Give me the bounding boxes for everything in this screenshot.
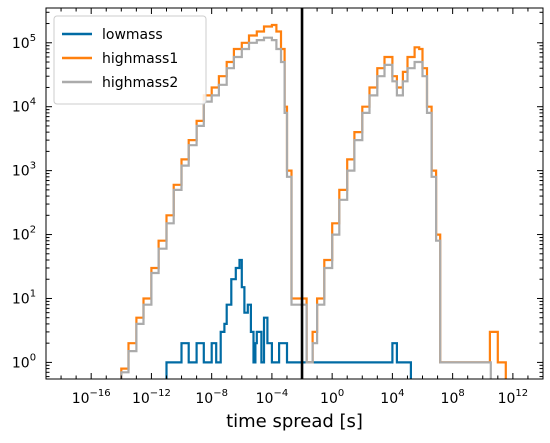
x-tick-base: 10: [380, 391, 398, 407]
y-tick-base: 10: [12, 228, 30, 244]
legend-label-highmass2: highmass2: [102, 75, 178, 91]
y-tick-base: 10: [12, 291, 30, 307]
x-tick-exponent: 12: [515, 388, 528, 399]
x-tick-exponent: 0: [338, 388, 344, 399]
x-tick-base: 10: [72, 391, 90, 407]
y-tick-exponent: 1: [30, 288, 36, 299]
y-tick-base: 10: [12, 164, 30, 180]
x-tick-label: 10−16: [72, 388, 111, 407]
x-tick-label: 100: [320, 388, 344, 407]
x-tick-base: 10: [195, 391, 213, 407]
y-tick-label: 104: [12, 97, 36, 116]
x-tick-base: 10: [256, 391, 274, 407]
series-highmass1: [120, 23, 507, 379]
x-tick-base: 10: [132, 391, 150, 407]
legend: lowmass highmass1 highmass2: [53, 15, 207, 105]
x-tick-label: 10−8: [195, 388, 228, 407]
axes-frame: [45, 7, 544, 380]
x-tick-exponent: −16: [90, 388, 111, 399]
legend-label-lowmass: lowmass: [102, 27, 163, 43]
legend-label-highmass1: highmass1: [102, 51, 178, 67]
x-tick-base: 10: [320, 391, 338, 407]
x-tick-label: 104: [380, 388, 404, 407]
x-tick-base: 10: [441, 391, 459, 407]
y-tick-exponent: 0: [30, 352, 36, 363]
y-tick-base: 10: [12, 36, 30, 52]
x-tick-exponent: 4: [398, 388, 404, 399]
y-tick-label: 103: [12, 161, 36, 180]
y-tick-base: 10: [12, 100, 30, 116]
y-tick-label: 101: [12, 288, 36, 307]
x-tick-exponent: 8: [458, 388, 464, 399]
y-tick-label: 105: [12, 33, 36, 52]
series-lowmass: [165, 258, 412, 379]
x-tick-exponent: −4: [273, 388, 288, 399]
y-tick-exponent: 2: [30, 225, 36, 236]
x-tick-exponent: −8: [213, 388, 228, 399]
x-tick-label: 10−12: [132, 388, 171, 407]
x-tick-base: 10: [498, 391, 516, 407]
y-tick-label: 100: [12, 352, 36, 371]
x-tick-label: 108: [441, 388, 465, 407]
series-highmass2: [120, 36, 492, 379]
x-tick-exponent: −12: [150, 388, 171, 399]
y-tick-label: 102: [12, 225, 36, 244]
x-axis-label: time spread [s]: [226, 411, 363, 432]
x-axis-ticks: 10−16 10−12 10−8 10−4 100 104 108 1012: [60, 8, 529, 407]
y-tick-exponent: 5: [30, 33, 36, 44]
y-tick-exponent: 4: [30, 97, 36, 108]
plot-area: [120, 8, 507, 379]
x-tick-label: 1012: [498, 388, 529, 407]
x-tick-label: 10−4: [256, 388, 289, 407]
y-tick-exponent: 3: [30, 161, 36, 172]
y-tick-base: 10: [12, 355, 30, 371]
